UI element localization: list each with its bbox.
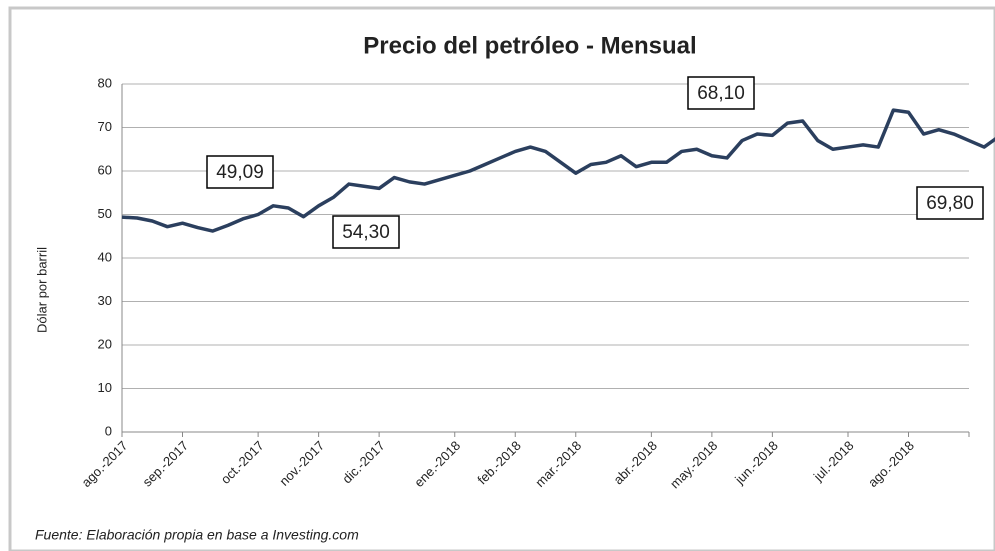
annotation-box xyxy=(332,215,400,249)
data-line xyxy=(121,108,995,233)
y-tick-label: 30 xyxy=(98,293,112,308)
y-tick-label: 70 xyxy=(98,119,112,134)
frame xyxy=(8,6,995,551)
annotation-box xyxy=(916,186,984,220)
y-tick-label: 20 xyxy=(98,336,112,351)
annotation: 54,30 xyxy=(342,222,390,243)
source-note: Fuente: Elaboración propia en base a Inv… xyxy=(35,527,359,543)
y-axis-label: Dólar por barril xyxy=(34,247,49,333)
y-tick-label: 0 xyxy=(105,423,112,438)
annotation-box xyxy=(206,155,274,189)
y-tick-label: 40 xyxy=(98,249,112,264)
y-tick-label: 50 xyxy=(98,206,112,221)
y-tick-label: 60 xyxy=(98,162,112,177)
annotation: 68,10 xyxy=(697,83,745,104)
chart-title: Precio del petróleo - Mensual xyxy=(363,32,696,59)
y-tick-label: 80 xyxy=(98,75,112,90)
annotation-box xyxy=(687,76,755,110)
annotation: 69,80 xyxy=(926,193,974,214)
y-tick-label: 10 xyxy=(98,380,112,395)
annotation: 49,09 xyxy=(216,162,264,183)
